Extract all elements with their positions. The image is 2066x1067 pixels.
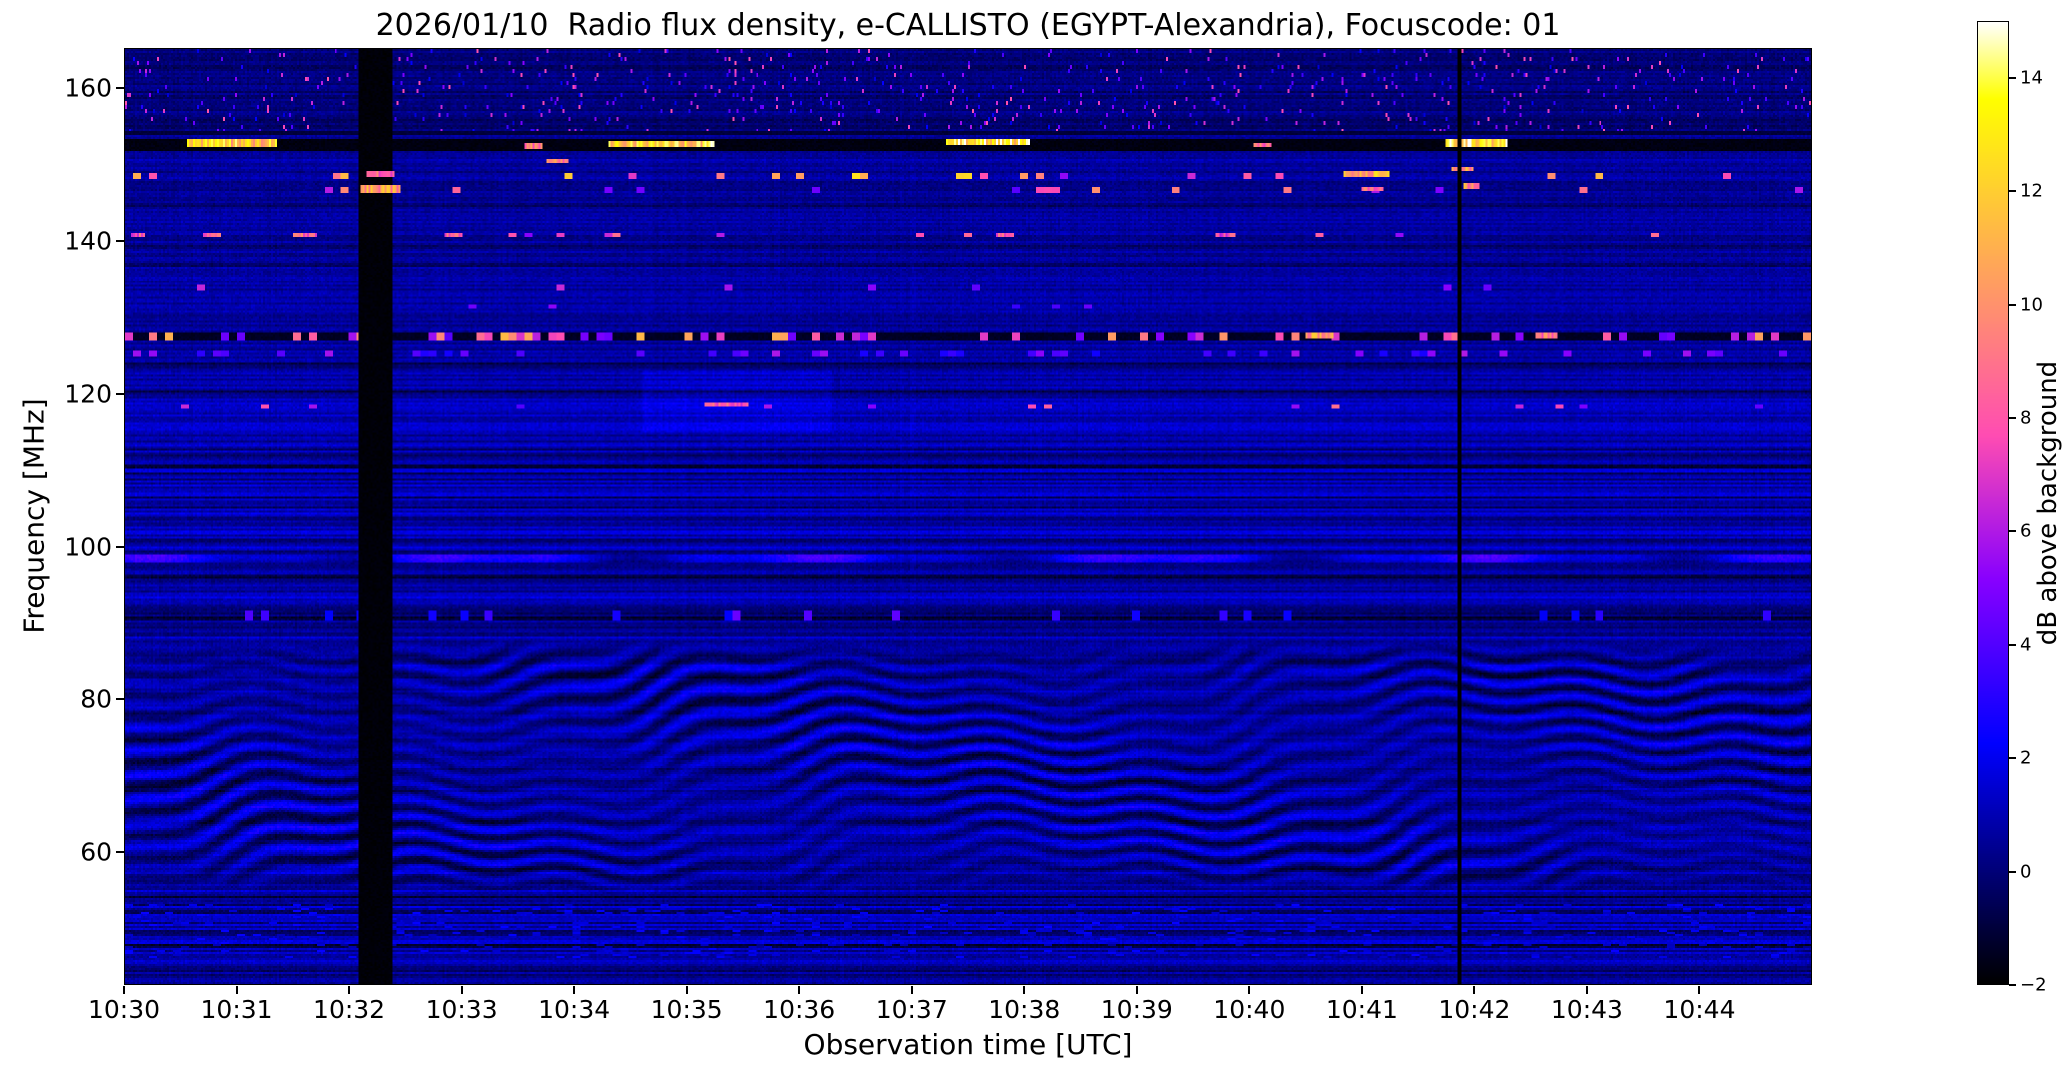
chart-title: 2026/01/10 Radio flux density, e-CALLIST… xyxy=(375,8,1561,43)
x-tick-label: 10:40 xyxy=(1213,995,1286,1024)
y-tick-label: 120 xyxy=(64,379,112,409)
colorbar-tick-mark xyxy=(2009,416,2016,419)
x-tick-mark xyxy=(460,986,463,994)
x-tick-mark xyxy=(798,986,801,994)
x-tick-label: 10:37 xyxy=(875,995,948,1024)
colorbar-tick-mark xyxy=(2009,76,2016,79)
colorbar-tick-label: 6 xyxy=(2020,520,2032,542)
x-tick-mark xyxy=(573,986,576,994)
x-tick-mark xyxy=(348,986,351,994)
y-tick-label: 80 xyxy=(80,684,112,714)
colorbar-tick-label: 4 xyxy=(2020,634,2032,656)
colorbar-label: dB above background xyxy=(2033,360,2063,646)
colorbar-tick-label: 12 xyxy=(2020,180,2043,202)
colorbar-tick-mark xyxy=(2009,190,2016,193)
x-tick-label: 10:44 xyxy=(1663,995,1736,1024)
colorbar-tick-mark xyxy=(2009,303,2016,306)
colorbar-tick-label: 14 xyxy=(2020,67,2043,89)
y-tick-mark xyxy=(116,240,124,243)
colorbar-canvas xyxy=(1978,22,2008,984)
x-tick-mark xyxy=(1135,986,1138,994)
x-tick-label: 10:39 xyxy=(1100,995,1173,1024)
x-tick-mark xyxy=(235,986,238,994)
colorbar-tick-mark xyxy=(2009,757,2016,760)
colorbar-tick-mark xyxy=(2009,984,2016,986)
x-tick-mark xyxy=(1698,986,1701,994)
y-tick-label: 60 xyxy=(80,837,112,867)
colorbar-tick-label: 10 xyxy=(2020,294,2043,316)
x-tick-label: 10:34 xyxy=(538,995,611,1024)
colorbar-tick-mark xyxy=(2009,643,2016,646)
y-tick-mark xyxy=(116,87,124,90)
x-tick-label: 10:41 xyxy=(1325,995,1398,1024)
y-axis-label: Frequency [MHz] xyxy=(17,398,51,634)
x-tick-label: 10:30 xyxy=(87,995,161,1024)
x-tick-label: 10:33 xyxy=(425,995,498,1024)
x-tick-mark xyxy=(1585,986,1588,994)
x-tick-label: 10:36 xyxy=(763,995,836,1024)
y-tick-mark xyxy=(116,851,124,854)
y-tick-mark xyxy=(116,392,124,395)
x-tick-label: 10:43 xyxy=(1550,995,1623,1024)
colorbar-tick-label: −2 xyxy=(2020,974,2047,996)
x-tick-mark xyxy=(1248,986,1251,994)
x-tick-mark xyxy=(910,986,913,994)
y-tick-mark xyxy=(116,698,124,701)
x-tick-label: 10:38 xyxy=(988,995,1061,1024)
y-tick-label: 140 xyxy=(64,226,112,256)
y-tick-mark xyxy=(116,545,124,548)
x-tick-mark xyxy=(1360,986,1363,994)
colorbar-tick-mark xyxy=(2009,530,2016,533)
colorbar xyxy=(1977,21,2009,985)
colorbar-tick-mark xyxy=(2009,870,2016,873)
x-tick-label: 10:32 xyxy=(313,995,386,1024)
x-tick-mark xyxy=(1023,986,1026,994)
spectrogram-plot xyxy=(124,48,1812,985)
colorbar-tick-label: 2 xyxy=(2020,747,2032,769)
y-tick-label: 160 xyxy=(64,73,112,103)
x-tick-mark xyxy=(1473,986,1476,994)
x-tick-mark xyxy=(685,986,688,994)
x-axis-label: Observation time [UTC] xyxy=(803,1028,1133,1061)
colorbar-tick-label: 8 xyxy=(2020,407,2032,429)
x-tick-mark xyxy=(123,986,125,994)
y-tick-label: 100 xyxy=(64,532,112,562)
x-tick-label: 10:42 xyxy=(1438,995,1511,1024)
x-tick-label: 10:35 xyxy=(650,995,723,1024)
colorbar-tick-label: 0 xyxy=(2020,861,2032,883)
x-tick-label: 10:31 xyxy=(200,995,273,1024)
spectrogram-canvas xyxy=(125,49,1811,984)
